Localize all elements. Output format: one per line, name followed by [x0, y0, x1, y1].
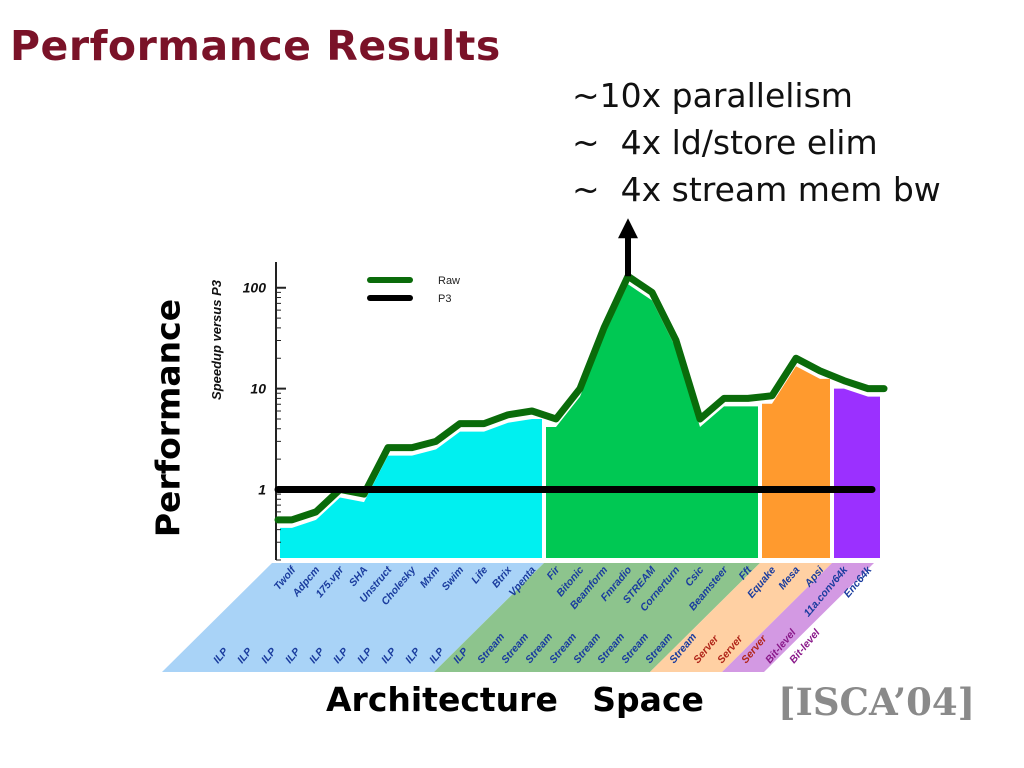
- speedup-notes: ~10x parallelism ~ 4x ld/store elim ~ 4x…: [572, 72, 941, 213]
- note-ldstore: ~ 4x ld/store elim: [572, 123, 878, 162]
- area-stream: [546, 284, 758, 558]
- raw-line: [274, 272, 888, 524]
- y-axis-label: Speedup versus P3: [209, 279, 224, 400]
- y-tick-label: 10: [250, 381, 266, 397]
- area-bit-level: [834, 388, 880, 558]
- band-server: [650, 563, 832, 672]
- citation: [ISCA’04]: [778, 680, 976, 724]
- slide-title: Performance Results: [10, 22, 501, 70]
- band-stream: [434, 563, 760, 672]
- peak-arrow-head: [618, 218, 638, 239]
- speedup-areas: [280, 284, 880, 558]
- legend-label: P3: [438, 293, 451, 305]
- band-ilp: [162, 563, 544, 672]
- note-stream-bw: ~ 4x stream mem bw: [572, 170, 941, 209]
- note-parallelism: ~10x parallelism: [572, 76, 853, 115]
- chart-legend: Raw P3: [367, 275, 460, 305]
- y-tick-label: 1: [258, 481, 266, 497]
- y-tick-label: 100: [243, 280, 267, 296]
- series-lines: [274, 218, 888, 524]
- architecture-bands: [162, 563, 874, 672]
- y-axis: 1 10 100: [243, 262, 286, 561]
- band-bit-level: [722, 563, 874, 672]
- architecture-space-label: Architecture Space: [326, 680, 704, 719]
- area-server: [762, 366, 830, 558]
- legend-label: Raw: [438, 275, 460, 287]
